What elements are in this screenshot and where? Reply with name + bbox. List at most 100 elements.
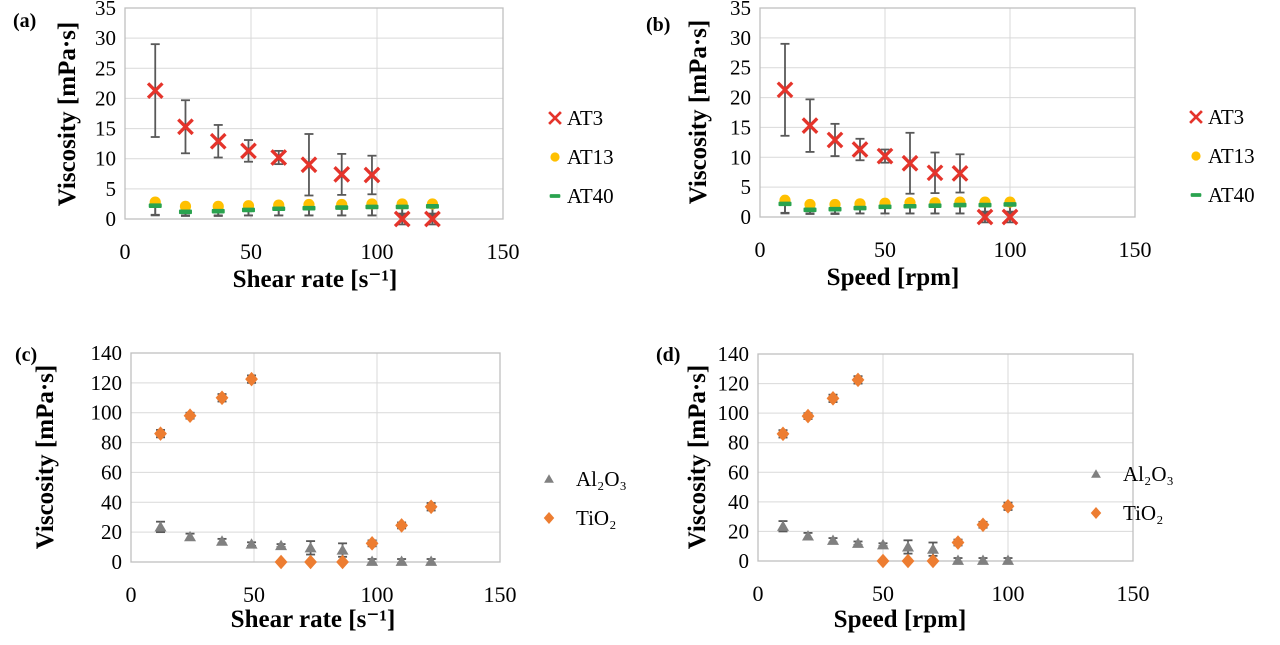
dash-marker (365, 204, 379, 210)
y-tick-label: 100 (91, 401, 123, 425)
series-TiO₂ (154, 371, 438, 570)
legend-b: AT3 AT13 AT40 (1186, 103, 1255, 209)
y-tick-label: 0 (741, 205, 752, 229)
diamond-marker (245, 371, 258, 387)
legend-label: AT13 (567, 145, 614, 169)
diamond-marker (304, 554, 317, 570)
triangle-marker (1091, 469, 1101, 478)
x-cross-marker (424, 210, 441, 228)
dash-marker (425, 204, 439, 209)
x-cross-legend-icon (545, 108, 565, 128)
x-cross-marker (146, 82, 164, 99)
circle-marker (179, 200, 192, 212)
x-cross-marker (926, 164, 944, 182)
y-tick-label: 5 (106, 177, 117, 201)
circle-legend-icon (1186, 146, 1206, 166)
triangle-marker (977, 554, 989, 565)
legend-label: AT3 (567, 106, 604, 130)
diamond-marker (215, 390, 229, 406)
series-AT40 (778, 201, 1017, 213)
x-tick-label: 100 (361, 239, 394, 264)
circle-marker (804, 198, 816, 211)
legend-label: Al₂O₃ (1123, 462, 1174, 486)
x-tick-label: 50 (872, 581, 894, 606)
panel-a: 0 5 10 15 20 25 30 35 0 50 100 150 (95, 0, 520, 264)
dash-marker (549, 194, 561, 198)
x-tick-label: 150 (484, 582, 517, 607)
y-tick-label: 40 (728, 490, 749, 514)
diamond-marker (851, 372, 865, 388)
legend-label: AT40 (1208, 183, 1255, 207)
dash-legend-icon (545, 186, 565, 206)
plot-border (759, 7, 1136, 218)
dash-marker (928, 203, 942, 208)
legend-label: AT13 (1208, 144, 1255, 168)
y-tick-label: 20 (101, 520, 122, 544)
dash-marker (335, 205, 349, 210)
circle-marker (550, 152, 560, 162)
dash-marker (878, 204, 892, 210)
y-tick-label: 80 (728, 431, 749, 455)
triangle-marker (336, 544, 349, 555)
triangle-marker (1002, 554, 1014, 565)
y-tick-label: 35 (95, 0, 116, 20)
x-cross-marker (300, 156, 318, 174)
legend-item-Al₂O₃: Al₂O₃ (539, 465, 627, 493)
diamond-marker (1001, 498, 1015, 514)
diamond-legend-icon (539, 508, 559, 528)
x-cross-marker (363, 166, 381, 184)
y-tick-label: 140 (718, 342, 750, 366)
dash-marker (1003, 202, 1017, 207)
x-tick-label: 150 (1119, 237, 1152, 262)
y-axis-title-d: Viscosity [mPa·s] (684, 364, 711, 550)
legend-item-AT13: AT13 (1186, 142, 1255, 170)
error-bars-AT40 (150, 205, 437, 217)
dash-marker (828, 206, 842, 212)
triangle-marker (827, 534, 839, 545)
series-AT40 (148, 203, 439, 215)
dash-marker (272, 206, 286, 212)
y-tick-label: 15 (95, 117, 116, 141)
diamond-marker (1090, 507, 1102, 519)
legend-item-AT40: AT40 (1186, 181, 1255, 209)
circle-legend-icon (545, 147, 565, 167)
diamond-marker (543, 512, 555, 524)
x-cross-marker (951, 165, 969, 182)
diamond-marker (395, 518, 408, 533)
diamond-marker (183, 408, 197, 423)
x-tick-label: 50 (874, 237, 896, 262)
triangle-marker (902, 541, 914, 552)
dash-marker (778, 201, 792, 207)
y-tick-label: 140 (91, 341, 123, 365)
x-axis-title-c: Shear rate [s⁻¹] (230, 606, 396, 633)
x-axis-title-b: Speed [rpm] (826, 264, 960, 291)
triangle-legend-icon (539, 469, 559, 489)
triangle-legend-icon (1086, 464, 1106, 484)
legend-label: AT40 (567, 184, 614, 208)
y-tick-label: 25 (95, 56, 116, 80)
x-axis-title-d: Speed [rpm] (833, 606, 967, 633)
legend-item-AT13: AT13 (545, 143, 614, 171)
error-bars-Al₂O₃ (156, 520, 436, 565)
panel-label-b: (b) (646, 14, 671, 36)
plot-border (124, 7, 504, 220)
y-tick-label: 120 (91, 371, 123, 395)
series-Al₂O₃ (777, 520, 1014, 565)
triangle-marker (777, 520, 789, 531)
x-tick-label: 100 (994, 237, 1027, 262)
legend-label: TiO₂ (576, 506, 617, 530)
y-tick-label: 35 (730, 0, 751, 20)
diamond-marker (801, 408, 815, 424)
y-tick-label: 5 (741, 175, 752, 199)
x-cross-marker (826, 131, 844, 149)
y-tick-label: 15 (730, 115, 751, 139)
y-tick-label: 25 (730, 56, 751, 80)
y-tick-label: 10 (95, 147, 116, 171)
panel-c: 0 20 40 60 80 100 120 140 0 50 100 150 (91, 341, 517, 607)
x-cross-marker (177, 118, 194, 136)
legend-item-AT3: AT3 (1186, 103, 1255, 131)
dash-legend-icon (1186, 185, 1206, 205)
dash-marker (853, 205, 867, 211)
panel-d: 0 20 40 60 80 100 120 140 0 50 100 150 (718, 342, 1150, 606)
